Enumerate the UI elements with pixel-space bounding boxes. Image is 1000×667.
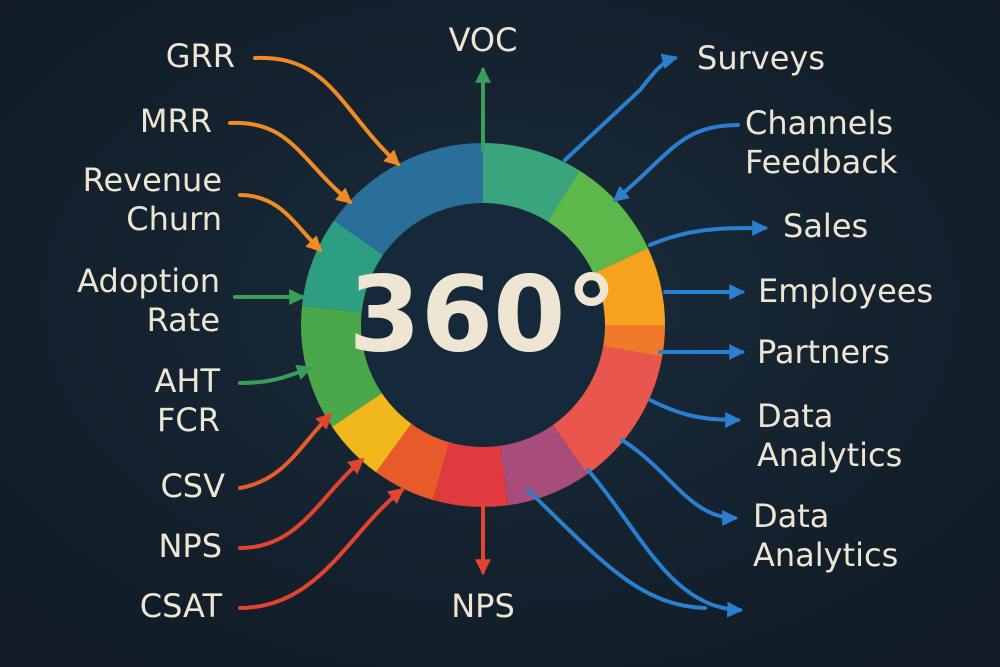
right-label: Partners (757, 333, 890, 371)
left-label: Churn (126, 200, 222, 238)
top-label: VOC (449, 21, 518, 59)
ring-segment (499, 423, 588, 506)
ring-segment (551, 345, 663, 475)
left-label: Rate (147, 301, 220, 339)
left-label: CSAT (140, 587, 223, 625)
left-label: FCR (157, 401, 220, 439)
right-label: Data (757, 397, 833, 435)
right-label: Data (753, 497, 829, 535)
right-label: Employees (758, 272, 933, 310)
left-label: MRR (140, 102, 212, 140)
right-label: Feedback (745, 143, 898, 181)
left-label: CSV (160, 467, 225, 505)
right-label: Channels (745, 104, 893, 142)
left-label: NPS (158, 527, 222, 565)
center-label: 360° (348, 253, 617, 375)
left-label: GRR (166, 37, 235, 75)
bottom-label: NPS (451, 587, 515, 625)
ring (301, 143, 665, 507)
ring-segment (483, 143, 580, 224)
left-label: Adoption (77, 262, 220, 300)
ring-segment (591, 248, 665, 325)
left-label: AHT (155, 362, 221, 400)
right-label: Analytics (757, 436, 902, 474)
ring-segment (376, 422, 450, 500)
ring-segment (332, 392, 413, 473)
ring-segment (601, 325, 665, 357)
ring-segment (546, 170, 648, 275)
ring-segment (333, 143, 483, 257)
ring-center (361, 203, 605, 447)
arrows (228, 53, 769, 618)
ring-segment (301, 220, 385, 313)
right-label: Surveys (697, 39, 825, 77)
right-label: Sales (783, 207, 868, 245)
ring-segment (432, 440, 509, 507)
right-label: Analytics (753, 536, 898, 574)
left-label: Revenue (83, 161, 222, 199)
